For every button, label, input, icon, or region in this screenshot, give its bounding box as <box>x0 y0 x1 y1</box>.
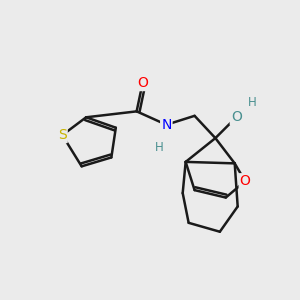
Text: S: S <box>58 128 67 142</box>
Text: H: H <box>154 140 163 154</box>
Text: O: O <box>231 110 242 124</box>
Text: H: H <box>248 96 257 109</box>
Text: O: O <box>240 174 250 188</box>
Text: O: O <box>137 76 148 90</box>
Text: N: N <box>161 118 172 132</box>
